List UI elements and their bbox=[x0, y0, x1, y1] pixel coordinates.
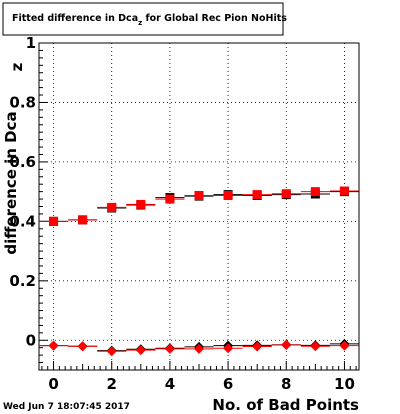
x-tick-label: 6 bbox=[223, 375, 233, 393]
data-point-diamond bbox=[339, 340, 350, 351]
data-point-square bbox=[165, 194, 175, 204]
data-point-square bbox=[310, 187, 320, 197]
data-point-square bbox=[136, 199, 146, 209]
data-point-diamond bbox=[106, 346, 117, 357]
tick-layer bbox=[39, 42, 357, 371]
tick-label-layer: 0 2 4 6 8 10 0 0.2 0.4 0.6 0.8 1 bbox=[9, 34, 354, 393]
y-axis-title-subscript: z bbox=[8, 62, 26, 71]
data-point-diamond bbox=[77, 341, 88, 352]
plot-frame bbox=[38, 42, 360, 371]
data-point-diamond bbox=[135, 345, 146, 356]
data-point-square bbox=[194, 191, 204, 201]
data-point-diamond bbox=[281, 340, 292, 351]
data-point-square bbox=[107, 202, 117, 212]
data-point-diamond bbox=[310, 341, 321, 352]
y-tick-label: 0.6 bbox=[9, 153, 36, 171]
x-axis-title: No. of Bad Points bbox=[212, 396, 359, 414]
chart-title: Fitted difference in Dcaz for Global Rec… bbox=[12, 13, 287, 27]
y-tick-label: 0.4 bbox=[9, 212, 36, 230]
timestamp: Wed Jun 7 18:07:45 2017 bbox=[3, 402, 130, 412]
y-tick-label: 0.8 bbox=[9, 93, 36, 111]
title-box: Fitted difference in Dcaz for Global Rec… bbox=[2, 2, 287, 36]
data-point-square bbox=[223, 191, 233, 201]
x-tick-label: 8 bbox=[281, 375, 291, 393]
y-tick-label: 0 bbox=[26, 331, 36, 349]
y-tick-label: 0.2 bbox=[9, 272, 36, 290]
x-tick-label: 0 bbox=[48, 375, 58, 393]
x-tick-label: 4 bbox=[165, 375, 175, 393]
series-layer bbox=[39, 186, 359, 357]
data-point-square bbox=[78, 215, 88, 225]
data-point-diamond bbox=[194, 343, 204, 354]
x-tick-label: 2 bbox=[107, 375, 117, 393]
data-point-diamond bbox=[48, 340, 59, 351]
y-tick-label: 1 bbox=[26, 34, 36, 52]
data-point-diamond bbox=[252, 341, 263, 352]
y-axis-title: difference in Dca bbox=[2, 111, 20, 254]
x-tick-label: 10 bbox=[334, 375, 355, 393]
data-point-square bbox=[49, 216, 59, 226]
data-point-diamond bbox=[164, 343, 175, 354]
grid-layer bbox=[39, 42, 359, 370]
data-point-square bbox=[252, 190, 262, 200]
data-point-square bbox=[281, 189, 291, 199]
data-point-diamond bbox=[223, 343, 234, 354]
data-point-square bbox=[339, 186, 349, 196]
